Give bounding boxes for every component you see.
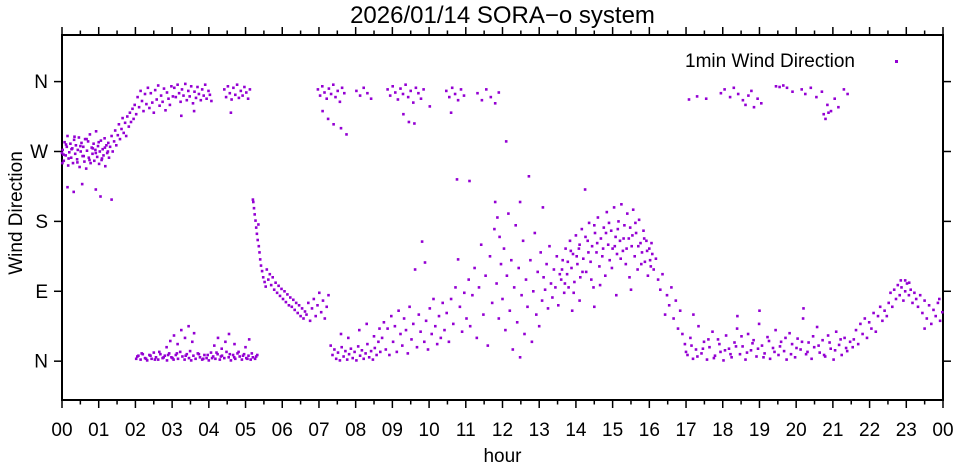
x-tick-label: 08 [345,420,366,441]
x-axis-label: hour [483,446,522,467]
x-tick-label: 14 [565,420,587,441]
x-tick-label: 21 [822,420,843,441]
x-tick-label: 06 [272,420,293,441]
x-tick-label: 20 [786,420,807,441]
x-tick-label: 07 [308,420,329,441]
x-tick-label: 05 [235,420,256,441]
y-tick-label: N [34,72,48,93]
x-tick-label: 01 [88,420,109,441]
x-tick-label: 19 [749,420,770,441]
x-tick-label: 03 [162,420,183,441]
x-tick-label: 00 [932,420,953,441]
x-tick-label: 22 [859,420,880,441]
x-tick-label: 04 [198,420,220,441]
x-tick-label: 11 [456,420,476,441]
y-tick-label: W [30,142,48,163]
legend-marker [895,60,898,63]
chart-title: 2026/01/14 SORA−o system [350,2,655,29]
x-tick-label: 10 [419,420,440,441]
x-tick-label: 02 [125,420,146,441]
legend-label: 1min Wind Direction [685,51,855,72]
y-tick-label: N [34,352,48,373]
scatter-points [60,82,944,362]
x-tick-label: 17 [675,420,696,441]
x-tick-label: 13 [529,420,550,441]
y-tick-label: E [35,282,48,303]
x-tick-label: 00 [51,420,72,441]
plot-border [61,34,944,401]
x-tick-label: 18 [712,420,733,441]
y-axis-label: Wind Direction [6,151,27,275]
x-tick-label: 15 [602,420,623,441]
y-tick-label: S [35,212,48,233]
x-tick-label: 12 [492,420,513,441]
x-tick-label: 16 [639,420,660,441]
x-tick-label: 23 [896,420,917,441]
x-tick-label: 09 [382,420,403,441]
